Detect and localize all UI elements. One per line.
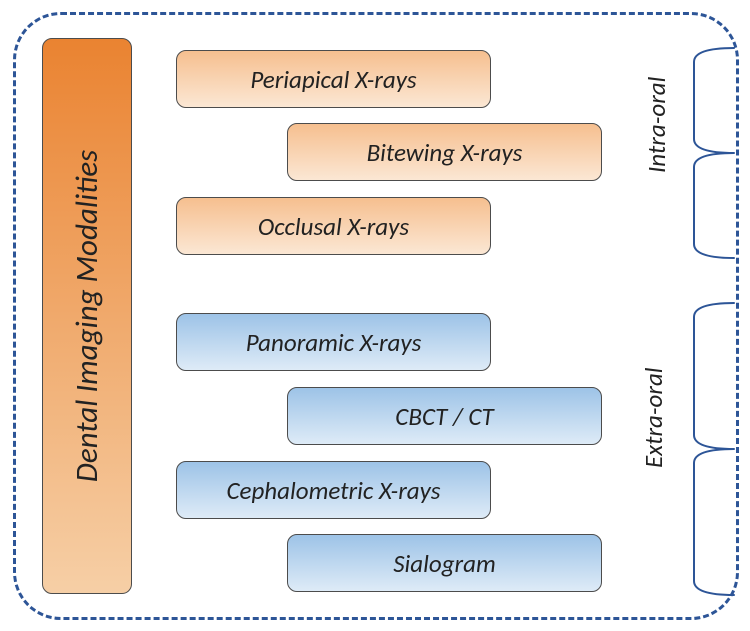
intra-oral-box-label: Bitewing X-rays bbox=[367, 137, 523, 168]
intra-oral-box: Periapical X-rays bbox=[176, 50, 491, 108]
extra-oral-label: Extra-oral bbox=[638, 428, 668, 468]
extra-oral-box-label: Sialogram bbox=[393, 548, 496, 579]
intra-oral-box-label: Occlusal X-rays bbox=[258, 211, 409, 242]
extra-oral-box-label: Panoramic X-rays bbox=[246, 327, 422, 358]
main-vertical-bar-label: Dental Imaging Modalities bbox=[68, 150, 106, 482]
extra-oral-box: Cephalometric X-rays bbox=[176, 461, 491, 519]
intra-oral-box: Bitewing X-rays bbox=[287, 123, 602, 181]
extra-oral-box: Sialogram bbox=[287, 534, 602, 592]
extra-oral-brace bbox=[692, 303, 736, 595]
diagram-canvas: Dental Imaging Modalities Periapical X-r… bbox=[0, 0, 750, 631]
extra-oral-box-label: CBCT / CT bbox=[395, 401, 493, 432]
intra-oral-box-label: Periapical X-rays bbox=[250, 64, 416, 95]
extra-oral-box-label: Cephalometric X-rays bbox=[226, 475, 440, 506]
intra-oral-label: Intra-oral bbox=[641, 133, 671, 173]
extra-oral-box: Panoramic X-rays bbox=[176, 313, 491, 371]
intra-oral-box: Occlusal X-rays bbox=[176, 197, 491, 255]
main-vertical-bar: Dental Imaging Modalities bbox=[42, 38, 132, 594]
extra-oral-box: CBCT / CT bbox=[287, 387, 602, 445]
intra-oral-brace bbox=[692, 48, 736, 258]
